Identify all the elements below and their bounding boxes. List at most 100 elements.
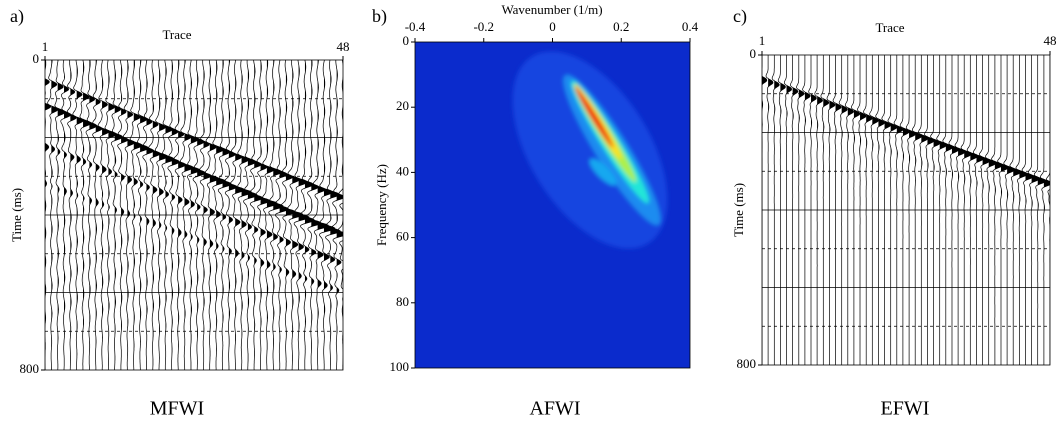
x-tick-label: 48 bbox=[337, 39, 350, 54]
y-tick-label: 40 bbox=[396, 163, 409, 178]
trace bbox=[979, 55, 991, 365]
trace bbox=[154, 60, 168, 370]
trace bbox=[844, 55, 854, 365]
trace bbox=[997, 55, 1009, 365]
trace bbox=[142, 60, 155, 370]
trace bbox=[802, 55, 811, 365]
trace bbox=[899, 55, 910, 365]
trace bbox=[991, 55, 1003, 365]
trace-fill bbox=[860, 55, 866, 365]
trace bbox=[237, 60, 252, 370]
trace bbox=[300, 60, 315, 370]
y-tick-label: 800 bbox=[20, 361, 40, 376]
trace-fill bbox=[184, 60, 194, 370]
trace bbox=[936, 55, 947, 365]
trace bbox=[954, 55, 966, 365]
trace bbox=[838, 55, 848, 365]
trace bbox=[972, 55, 985, 365]
trace bbox=[129, 60, 143, 370]
x-axis-label: Trace bbox=[875, 20, 904, 35]
trace bbox=[930, 55, 941, 365]
trace bbox=[110, 60, 124, 370]
trace bbox=[765, 55, 774, 365]
trace bbox=[47, 60, 59, 370]
panel-label: b) bbox=[372, 6, 387, 27]
plot-frame bbox=[44, 59, 344, 371]
trace-fill bbox=[76, 60, 84, 370]
panel-c: c) Trace Time (ms) EFWI 1 48 0 800 bbox=[731, 6, 1058, 419]
trace bbox=[337, 60, 343, 370]
x-tick-label: 0.2 bbox=[613, 19, 629, 34]
x-tick-label: 1 bbox=[759, 33, 766, 48]
trace bbox=[790, 55, 799, 365]
trace-fill bbox=[786, 55, 792, 365]
trace bbox=[117, 60, 129, 370]
trace bbox=[1027, 55, 1041, 365]
trace bbox=[92, 60, 103, 370]
trace bbox=[887, 55, 898, 365]
trace-fill bbox=[121, 60, 128, 370]
chart-title: AFWI bbox=[529, 398, 580, 420]
trace-fill bbox=[866, 55, 873, 365]
trace bbox=[280, 60, 296, 370]
trace bbox=[243, 60, 258, 370]
trace bbox=[826, 55, 836, 365]
trace bbox=[863, 55, 873, 365]
x-tick-label: -0.2 bbox=[473, 19, 494, 34]
trace bbox=[924, 55, 935, 365]
trace bbox=[771, 55, 780, 365]
y-tick-label: 0 bbox=[33, 51, 40, 66]
y-tick-label: 0 bbox=[403, 33, 410, 48]
trace bbox=[777, 55, 786, 365]
trace-fill bbox=[127, 60, 135, 370]
trace-fill bbox=[343, 60, 354, 370]
trace bbox=[325, 60, 341, 370]
x-axis-label: Trace bbox=[162, 27, 191, 42]
x-axis-label: Wavenumber (1/m) bbox=[501, 2, 602, 17]
x-tick-label: -0.4 bbox=[405, 19, 426, 34]
trace bbox=[312, 60, 330, 370]
trace bbox=[960, 55, 972, 365]
trace-fill bbox=[768, 55, 773, 365]
trace bbox=[293, 60, 310, 370]
panel-label: c) bbox=[733, 6, 747, 27]
trace bbox=[230, 60, 245, 370]
trace-fill bbox=[83, 60, 91, 370]
trace bbox=[857, 55, 867, 365]
trace bbox=[192, 60, 206, 370]
trace bbox=[808, 55, 817, 365]
trace bbox=[123, 60, 135, 370]
trace bbox=[1009, 55, 1022, 365]
y-tick-label: 20 bbox=[396, 98, 409, 113]
trace bbox=[205, 60, 220, 370]
panel-label: a) bbox=[10, 6, 24, 27]
trace bbox=[255, 60, 271, 370]
trace bbox=[274, 60, 290, 370]
trace bbox=[796, 55, 805, 365]
trace bbox=[918, 55, 929, 365]
trace bbox=[60, 60, 72, 370]
trace bbox=[1033, 55, 1047, 365]
trace-fill bbox=[216, 60, 226, 370]
y-axis-label: Time (ms) bbox=[9, 188, 24, 242]
trace bbox=[869, 55, 879, 365]
trace bbox=[305, 60, 322, 370]
plot-frame bbox=[414, 41, 691, 369]
trace bbox=[97, 60, 110, 370]
trace bbox=[224, 60, 238, 370]
trace bbox=[179, 60, 194, 370]
trace bbox=[136, 60, 149, 370]
trace bbox=[832, 55, 842, 365]
traces bbox=[762, 55, 1058, 365]
trace-fill bbox=[1050, 55, 1058, 365]
trace bbox=[1015, 55, 1028, 365]
chart-title: MFWI bbox=[150, 398, 204, 420]
trace bbox=[104, 60, 118, 370]
trace bbox=[942, 55, 954, 365]
y-tick-label: 0 bbox=[750, 46, 757, 61]
trace-fill bbox=[146, 60, 154, 370]
trace bbox=[948, 55, 960, 365]
trace-fill bbox=[190, 60, 201, 370]
trace bbox=[45, 60, 52, 370]
trace bbox=[966, 55, 978, 365]
